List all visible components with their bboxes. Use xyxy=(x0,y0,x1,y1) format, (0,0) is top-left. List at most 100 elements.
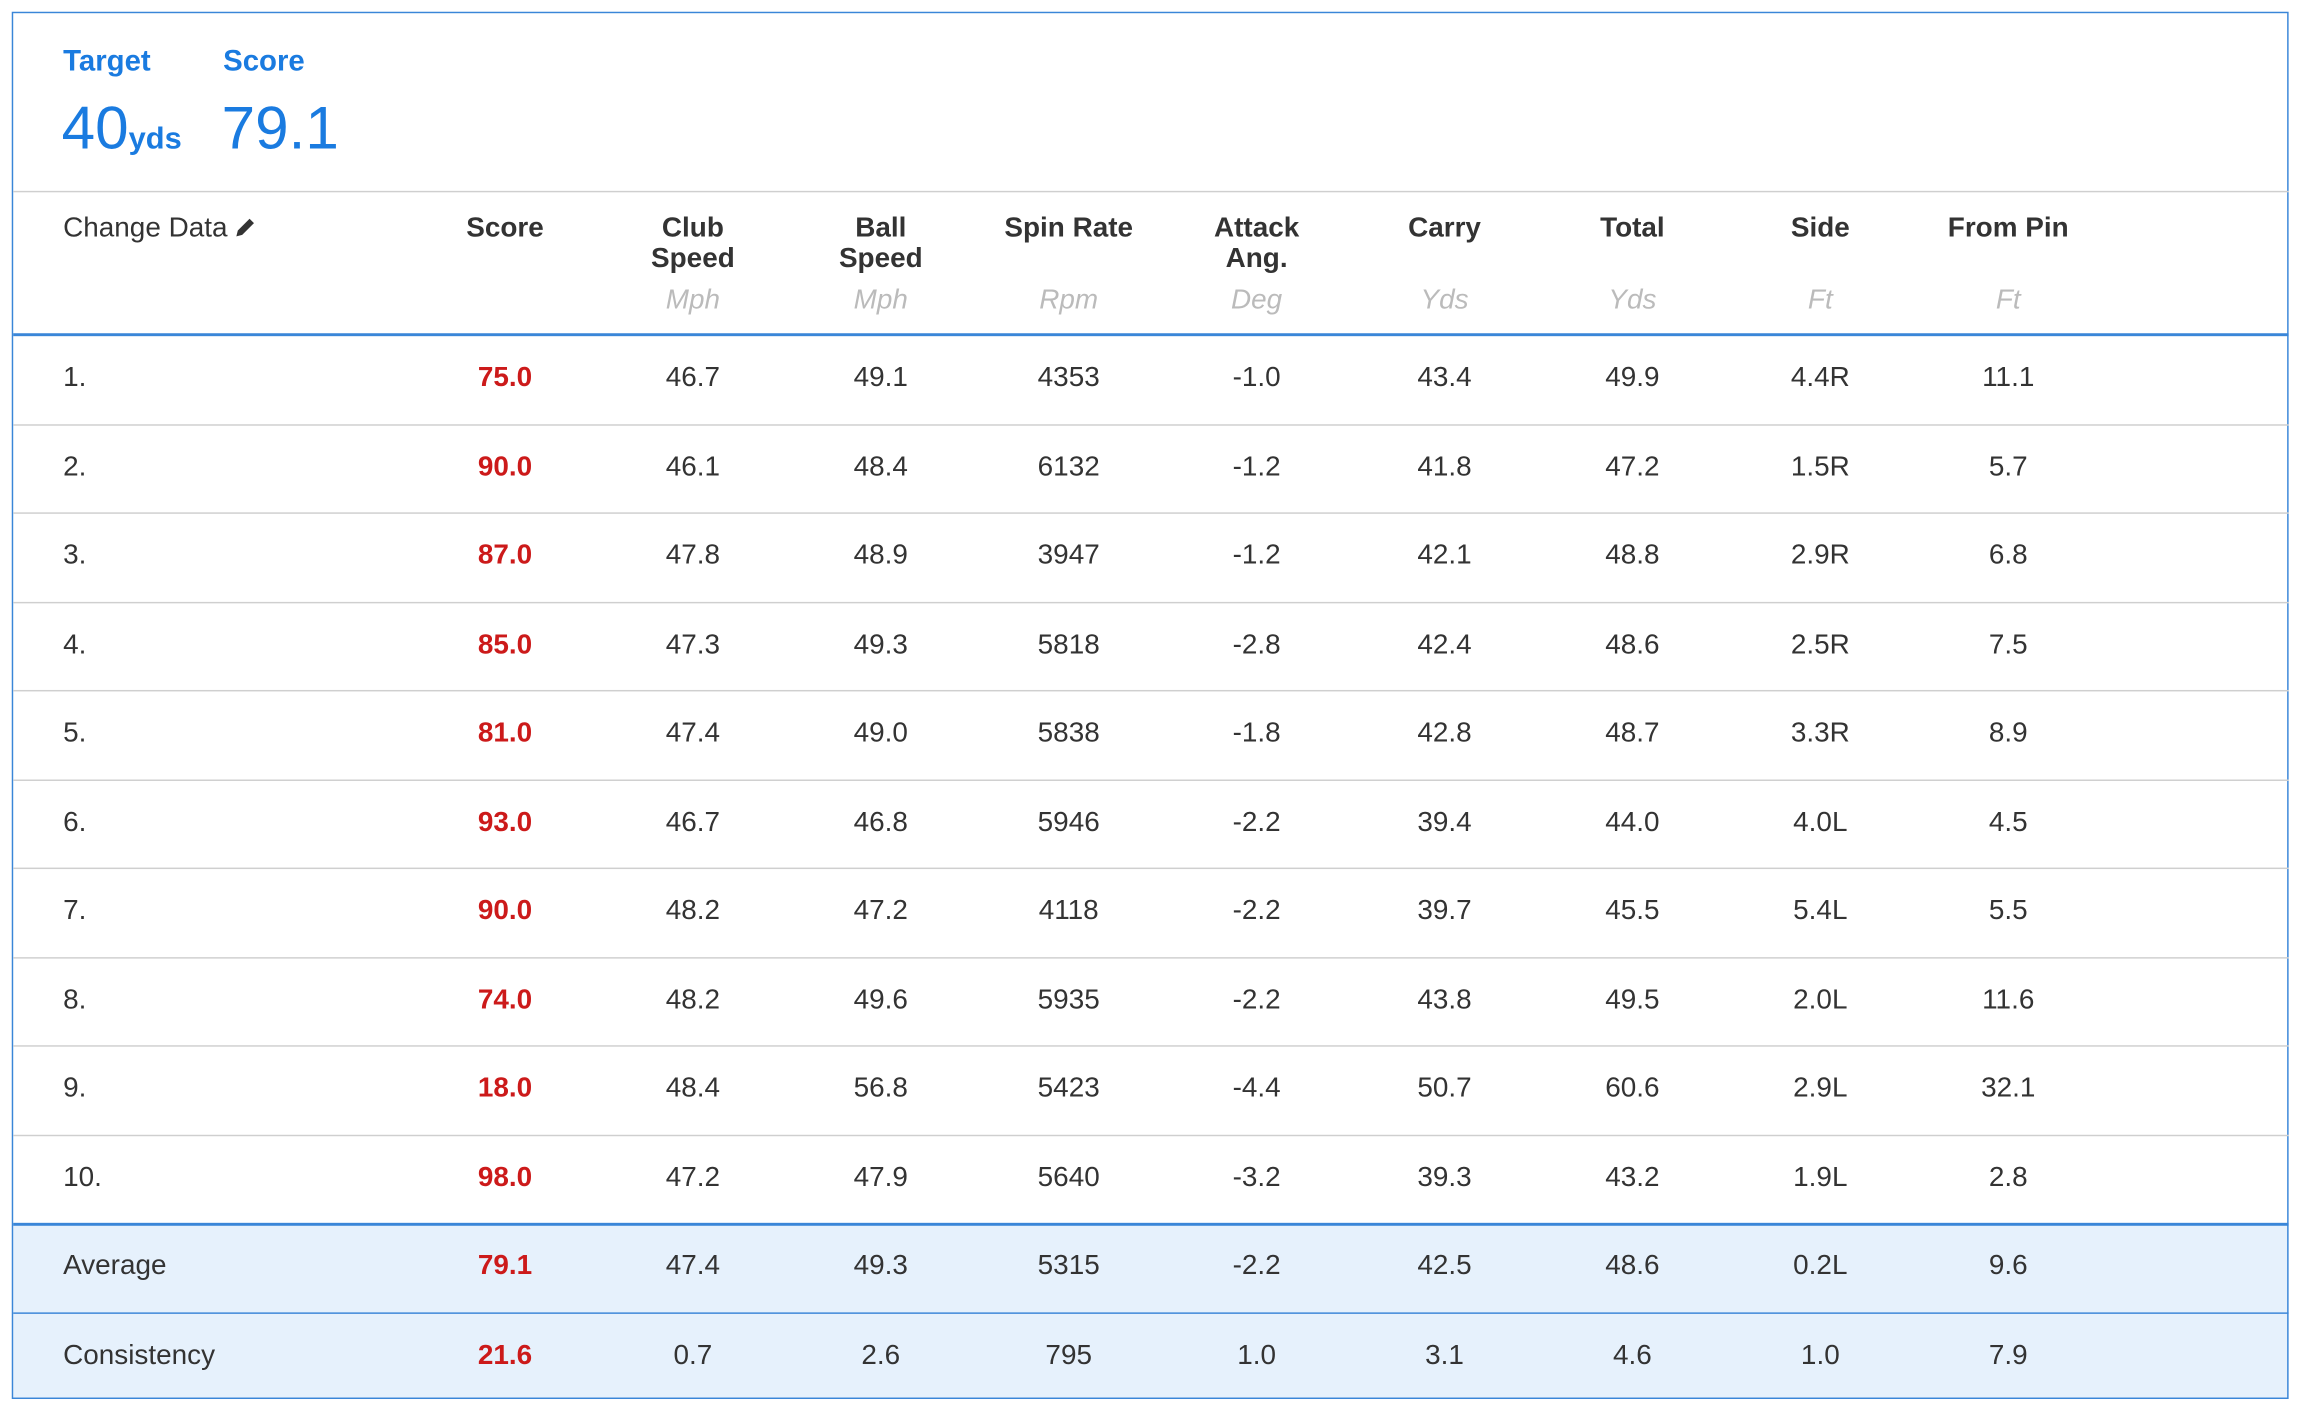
header-line: Side xyxy=(1790,212,1850,244)
score-cell: 21.6 xyxy=(477,1339,533,1371)
data-cell: 3.1 xyxy=(1425,1339,1464,1371)
row-label: 3. xyxy=(63,540,87,572)
row-label: 10. xyxy=(63,1162,102,1194)
row-label: 8. xyxy=(63,984,87,1016)
data-cell: 48.8 xyxy=(1605,540,1660,572)
data-cell: -1.8 xyxy=(1232,718,1281,750)
target-unit: yds xyxy=(128,121,182,156)
header-line: Speed xyxy=(651,243,735,275)
row-label: 1. xyxy=(63,362,87,394)
data-cell: 45.5 xyxy=(1605,895,1660,927)
data-cell: 48.6 xyxy=(1605,629,1660,661)
data-cell: 47.9 xyxy=(853,1162,908,1194)
row-label: 6. xyxy=(63,807,87,838)
data-cell: 49.3 xyxy=(853,629,908,661)
summary-background xyxy=(13,1222,2289,1400)
data-cell: 6132 xyxy=(1037,451,1100,483)
change-data-label[interactable]: Change Data xyxy=(63,212,228,244)
data-cell: 39.7 xyxy=(1417,895,1472,927)
data-cell: 42.8 xyxy=(1417,718,1472,750)
header-line: Score xyxy=(466,212,544,244)
score-cell: 18.0 xyxy=(477,1073,533,1105)
data-cell: 4.5 xyxy=(1988,807,2028,838)
data-cell: 1.0 xyxy=(1800,1339,1840,1371)
header-line: Spin Rate xyxy=(1004,212,1134,244)
header-line: Carry xyxy=(1408,212,1481,244)
data-cell: 47.3 xyxy=(665,629,721,661)
header-line: Club xyxy=(661,212,724,244)
data-cell: -2.8 xyxy=(1232,629,1281,661)
score-cell: 98.0 xyxy=(477,1162,533,1194)
pencil-icon[interactable] xyxy=(235,217,256,238)
data-cell: 4.0L xyxy=(1793,807,1848,838)
change-data[interactable]: Change Data xyxy=(63,213,256,245)
column-unit: Rpm xyxy=(1039,284,1099,316)
data-cell: 47.8 xyxy=(665,540,721,572)
data-cell: 5946 xyxy=(1037,807,1100,838)
data-cell: 41.8 xyxy=(1417,451,1472,483)
column-header: Carry xyxy=(1408,213,1481,244)
column-unit: Mph xyxy=(853,284,908,316)
data-cell: 48.6 xyxy=(1605,1251,1660,1282)
row-label: 2. xyxy=(63,451,87,483)
data-cell: 46.7 xyxy=(665,807,721,838)
data-cell: 2.0L xyxy=(1793,984,1848,1016)
score-cell: 90.0 xyxy=(477,895,533,927)
data-cell: 11.6 xyxy=(1982,984,2035,1016)
data-cell: 42.1 xyxy=(1417,540,1472,572)
column-unit: Yds xyxy=(1420,284,1469,316)
data-cell: 5838 xyxy=(1037,718,1100,750)
data-cell: 4.6 xyxy=(1613,1339,1652,1371)
data-cell: 5640 xyxy=(1037,1162,1100,1194)
data-cell: 2.5R xyxy=(1790,629,1850,661)
data-cell: 5935 xyxy=(1037,984,1100,1016)
data-cell: 0.7 xyxy=(673,1339,713,1371)
column-header: Attack Ang. xyxy=(1214,213,1299,275)
row-divider xyxy=(13,512,2289,514)
summary-divider xyxy=(13,1311,2289,1314)
divider xyxy=(13,190,2289,193)
data-cell: 4.4R xyxy=(1790,362,1850,394)
data-cell: 795 xyxy=(1045,1339,1092,1371)
data-cell: 4353 xyxy=(1037,362,1100,394)
header-line: Ball xyxy=(855,212,907,244)
data-cell: 46.7 xyxy=(665,362,721,394)
data-cell: 1.5R xyxy=(1790,451,1850,483)
data-cell: 49.1 xyxy=(853,362,908,394)
column-header: From Pin xyxy=(1948,213,2069,244)
column-unit: Yds xyxy=(1608,284,1657,316)
data-cell: 4118 xyxy=(1038,895,1099,927)
header-line: Ang. xyxy=(1225,243,1288,275)
header-line: From Pin xyxy=(1947,212,2069,244)
data-cell: 32.1 xyxy=(1981,1073,2036,1105)
data-cell: 5.7 xyxy=(1988,451,2028,483)
data-cell: -2.2 xyxy=(1232,984,1281,1016)
data-cell: 5.4L xyxy=(1793,895,1848,927)
data-cell: 2.8 xyxy=(1988,1162,2028,1194)
data-cell: 3.3R xyxy=(1790,718,1850,750)
row-label: 7. xyxy=(63,895,87,927)
data-cell: 11.1 xyxy=(1982,362,2035,394)
data-cell: -2.2 xyxy=(1232,895,1281,927)
data-cell: 48.4 xyxy=(853,451,908,483)
score-cell: 87.0 xyxy=(477,540,533,572)
data-cell: 47.4 xyxy=(665,1251,721,1282)
score-cell: 74.0 xyxy=(477,984,533,1016)
column-unit: Deg xyxy=(1231,284,1283,316)
data-cell: 2.9L xyxy=(1793,1073,1848,1105)
row-divider xyxy=(13,778,2289,781)
score-cell: 85.0 xyxy=(477,629,533,661)
data-cell: 1.0 xyxy=(1237,1339,1277,1371)
row-label: 9. xyxy=(63,1073,87,1105)
column-header: Club Speed xyxy=(651,213,735,275)
data-cell: -1.2 xyxy=(1232,540,1281,572)
data-cell: 9.6 xyxy=(1988,1251,2028,1282)
data-cell: 7.9 xyxy=(1988,1339,2028,1371)
target-number: 40 xyxy=(61,93,129,162)
data-cell: 5818 xyxy=(1037,629,1100,661)
data-cell: -4.4 xyxy=(1232,1073,1281,1105)
row-divider xyxy=(13,689,2289,692)
column-header: Ball Speed xyxy=(839,213,923,275)
data-cell: 49.6 xyxy=(853,984,908,1016)
